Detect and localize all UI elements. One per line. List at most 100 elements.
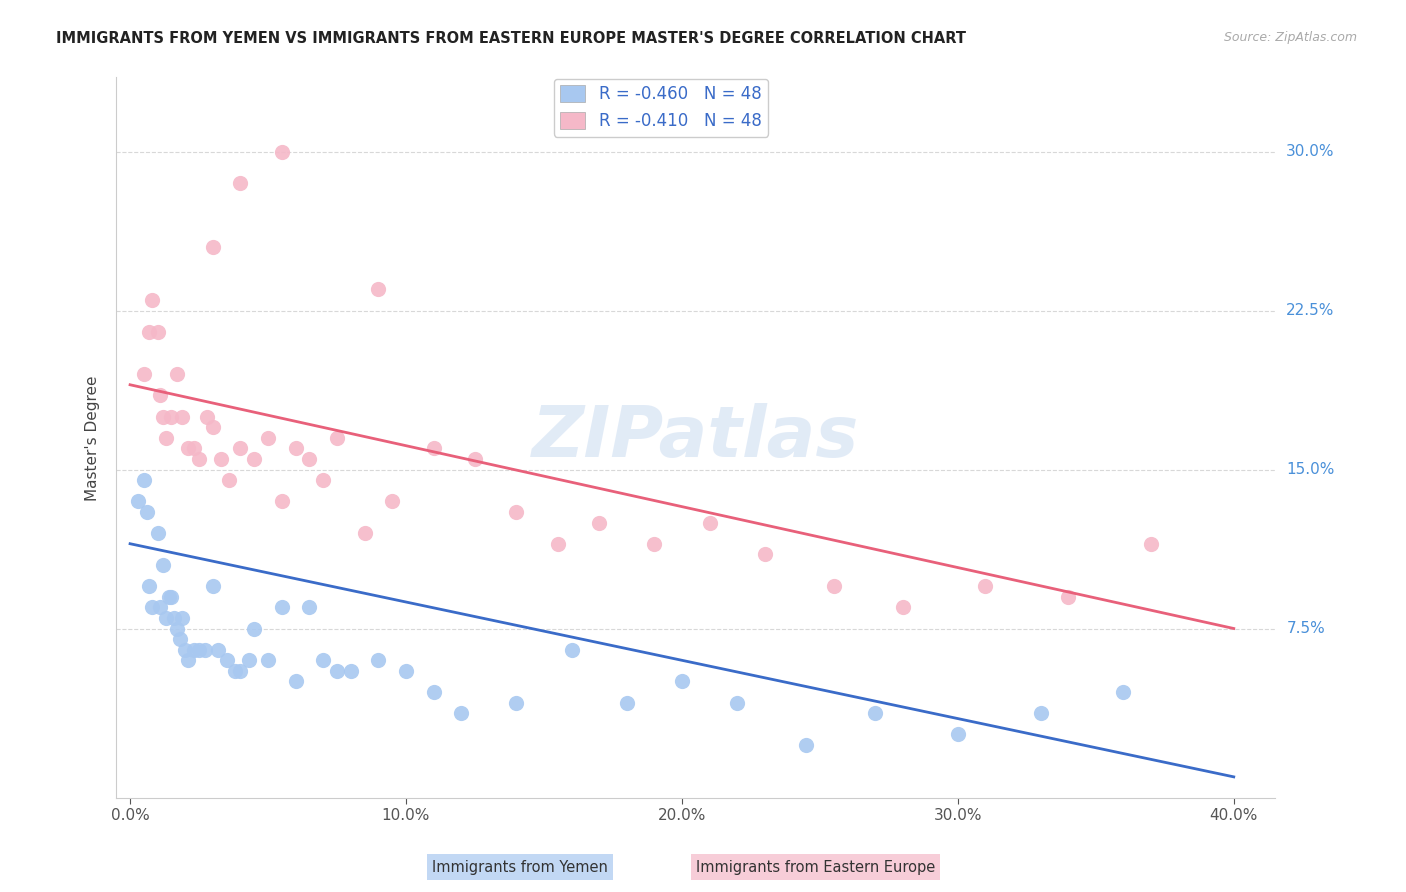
Point bbox=[146, 325, 169, 339]
Point bbox=[1140, 537, 1163, 551]
Point bbox=[257, 431, 280, 445]
Point bbox=[257, 653, 280, 667]
Point bbox=[367, 653, 389, 667]
Point bbox=[201, 240, 224, 254]
Point bbox=[141, 600, 163, 615]
Point bbox=[127, 494, 149, 508]
Point bbox=[177, 442, 200, 456]
Point bbox=[166, 367, 188, 381]
Point bbox=[157, 590, 180, 604]
Text: 7.5%: 7.5% bbox=[1286, 621, 1324, 636]
Point bbox=[141, 293, 163, 307]
Point bbox=[152, 558, 174, 572]
Point bbox=[643, 537, 665, 551]
Point bbox=[974, 579, 997, 593]
Point bbox=[298, 600, 321, 615]
Point bbox=[149, 600, 172, 615]
Point bbox=[183, 642, 205, 657]
Point bbox=[422, 685, 444, 699]
Text: ZIPatlas: ZIPatlas bbox=[531, 403, 859, 472]
Point bbox=[138, 579, 160, 593]
Point bbox=[340, 664, 363, 678]
Point bbox=[312, 653, 335, 667]
Point bbox=[270, 494, 292, 508]
Point bbox=[794, 738, 817, 752]
Point bbox=[1112, 685, 1135, 699]
Point bbox=[155, 611, 177, 625]
Text: 15.0%: 15.0% bbox=[1286, 462, 1334, 477]
Point bbox=[243, 622, 266, 636]
Point bbox=[298, 452, 321, 467]
Point bbox=[243, 452, 266, 467]
Point bbox=[381, 494, 404, 508]
Point bbox=[183, 442, 205, 456]
Point bbox=[172, 611, 194, 625]
Point bbox=[238, 653, 260, 667]
Point bbox=[166, 622, 188, 636]
Point bbox=[169, 632, 191, 646]
Point bbox=[1029, 706, 1052, 721]
Point bbox=[754, 547, 776, 561]
Point bbox=[616, 696, 638, 710]
Point bbox=[201, 420, 224, 434]
Point bbox=[195, 409, 218, 424]
Y-axis label: Master's Degree: Master's Degree bbox=[86, 375, 100, 500]
Point bbox=[229, 442, 252, 456]
Point bbox=[547, 537, 569, 551]
Text: Immigrants from Eastern Europe: Immigrants from Eastern Europe bbox=[696, 860, 935, 874]
Point bbox=[699, 516, 721, 530]
Point bbox=[326, 431, 349, 445]
Point bbox=[215, 653, 238, 667]
Point bbox=[464, 452, 486, 467]
Point bbox=[270, 600, 292, 615]
Point bbox=[146, 526, 169, 541]
Legend: R = -0.460   N = 48, R = -0.410   N = 48: R = -0.460 N = 48, R = -0.410 N = 48 bbox=[554, 78, 768, 136]
Text: 30.0%: 30.0% bbox=[1286, 145, 1334, 159]
Point bbox=[229, 664, 252, 678]
Point bbox=[395, 664, 418, 678]
Point bbox=[163, 611, 186, 625]
Point bbox=[188, 452, 211, 467]
Point bbox=[193, 642, 215, 657]
Point bbox=[284, 442, 307, 456]
Point bbox=[946, 727, 969, 741]
Point bbox=[207, 642, 229, 657]
Point bbox=[505, 505, 527, 519]
Point bbox=[138, 325, 160, 339]
Point bbox=[284, 674, 307, 689]
Point bbox=[725, 696, 748, 710]
Point bbox=[450, 706, 472, 721]
Point bbox=[160, 590, 183, 604]
Point bbox=[505, 696, 527, 710]
Point bbox=[229, 177, 252, 191]
Point bbox=[891, 600, 914, 615]
Point bbox=[863, 706, 886, 721]
Point bbox=[224, 664, 246, 678]
Point bbox=[188, 642, 211, 657]
Point bbox=[367, 282, 389, 296]
Point bbox=[172, 409, 194, 424]
Point bbox=[135, 505, 157, 519]
Point bbox=[823, 579, 845, 593]
Text: IMMIGRANTS FROM YEMEN VS IMMIGRANTS FROM EASTERN EUROPE MASTER'S DEGREE CORRELAT: IMMIGRANTS FROM YEMEN VS IMMIGRANTS FROM… bbox=[56, 31, 966, 46]
Point bbox=[209, 452, 232, 467]
Point bbox=[588, 516, 610, 530]
Point bbox=[132, 367, 155, 381]
Point bbox=[1057, 590, 1080, 604]
Point bbox=[155, 431, 177, 445]
Point bbox=[312, 473, 335, 487]
Point bbox=[270, 145, 292, 159]
Text: Immigrants from Yemen: Immigrants from Yemen bbox=[432, 860, 609, 874]
Point bbox=[218, 473, 240, 487]
Point bbox=[152, 409, 174, 424]
Point bbox=[132, 473, 155, 487]
Point bbox=[422, 442, 444, 456]
Point bbox=[201, 579, 224, 593]
Point bbox=[326, 664, 349, 678]
Point bbox=[160, 409, 183, 424]
Text: Source: ZipAtlas.com: Source: ZipAtlas.com bbox=[1223, 31, 1357, 45]
Point bbox=[561, 642, 583, 657]
Point bbox=[174, 642, 197, 657]
Point bbox=[353, 526, 375, 541]
Point bbox=[149, 388, 172, 402]
